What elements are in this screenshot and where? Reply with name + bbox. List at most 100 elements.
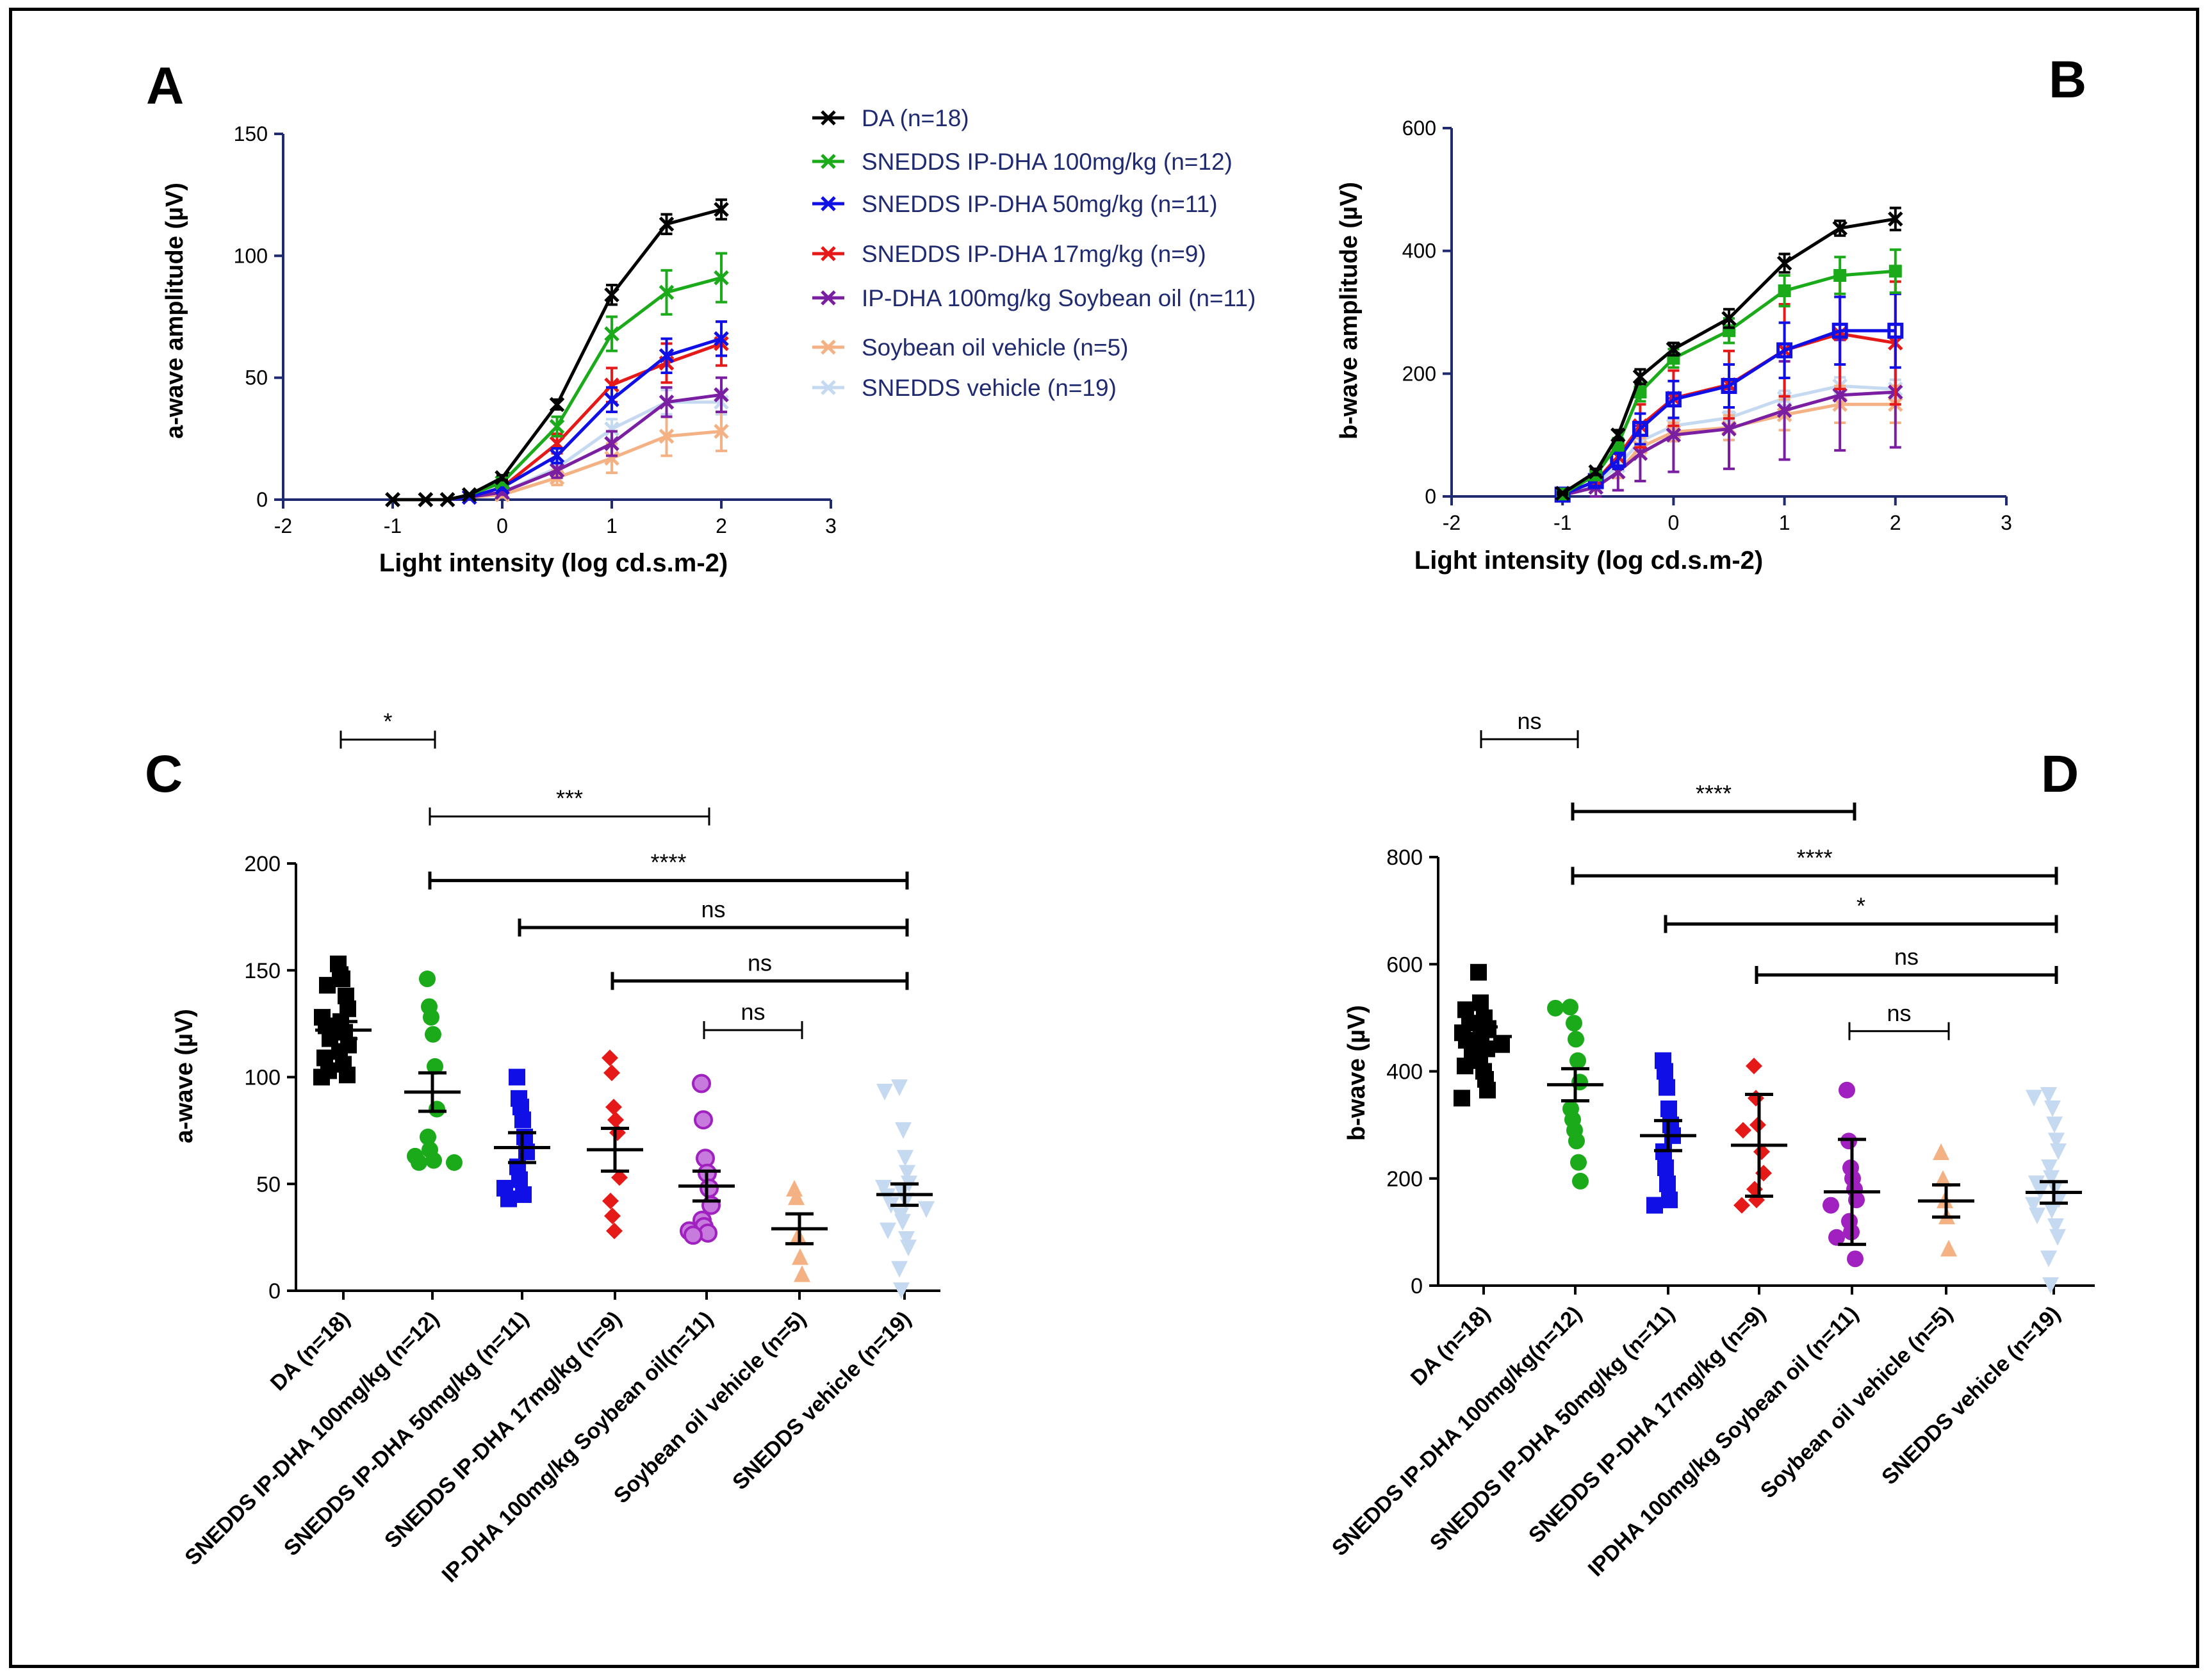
panel-a-data-point-soy_ipdha [549, 462, 565, 479]
panel-b-data-point-da [1666, 341, 1682, 357]
panel-c-sem-bar [601, 1127, 629, 1173]
panel-d-dot-ipdha50 [1657, 1063, 1673, 1080]
panel-c-dot-ipdha50 [511, 1171, 528, 1188]
panel-d-dot-soy_ipdha [1828, 1229, 1845, 1246]
legend: DA (n=18) SNEDDS IP-DHA 100mg/kg (n=12) SN… [812, 105, 1256, 401]
panel-label-b: B [2049, 51, 2086, 109]
panel-c-dot-ipdha100 [423, 1009, 439, 1026]
panel-c-significance-label: ns [701, 896, 725, 922]
panel-c-dot-snedds_vehicle [897, 1150, 913, 1167]
panel-d-dot-snedds_vehicle [2043, 1170, 2060, 1187]
panel-a-data-point-ipdha100 [549, 419, 565, 434]
panel-d-dot-ipdha17 [1735, 1122, 1751, 1139]
panel-d-dot-da [1457, 1058, 1473, 1075]
panel-b-data-point-soy_ipdha [1666, 427, 1682, 443]
panel-c-significance-bracket [610, 972, 909, 990]
panel-b-data-point-da [1832, 220, 1847, 236]
panel-c-dot-ipdha17 [606, 1222, 623, 1239]
panel-d-dot-snedds_vehicle [2044, 1202, 2060, 1219]
panel-d-dot-da [1470, 963, 1487, 981]
panel-a-data-point-da [418, 492, 434, 507]
panel-d-significance-label: **** [1796, 844, 1832, 871]
panel-b-x-tick-label: -1 [1553, 511, 1571, 534]
panel-d-sem-bar [1838, 1138, 1866, 1247]
panel-b-data-point-ipdha50 [1632, 421, 1648, 438]
panel-b-x-tick-label: 3 [2001, 511, 2012, 534]
panel-c-category-label: Soybean oil vehicle (n=5) [609, 1307, 811, 1509]
panel-c-dot-ipdha17 [603, 1064, 620, 1081]
panel-a-chart: Light intensity (log cd.s.m-2) a-wave am… [161, 122, 837, 577]
panel-c-significance-label: * [383, 708, 392, 735]
panel-d-dot-ipdha100 [1568, 1031, 1584, 1048]
panel-c-significance-bracket [518, 919, 909, 937]
panel-b-x-tick-label: 2 [1890, 511, 1901, 534]
legend-marker-ipdha17 [821, 246, 836, 261]
panel-b-data-point-ipdha50 [1887, 322, 1904, 339]
panel-c-dot-da [313, 1068, 330, 1086]
panel-d-sem-bar [1932, 1183, 1960, 1219]
panel-d-dot-soy_ipdha [1847, 1250, 1864, 1268]
panel-a-data-point-ipdha50 [714, 331, 729, 347]
panel-d-dot-snedds_vehicle [2041, 1159, 2058, 1177]
panel-d-dot-soy_ipdha [1840, 1133, 1857, 1150]
panel-d-significance-bracket [1571, 802, 1856, 821]
panel-b-data-point-soy_ipdha [1721, 421, 1737, 437]
panel-a-x-tick-label: -2 [274, 514, 292, 537]
panel-a-x-tick-label: 3 [825, 514, 837, 537]
panel-d-dot-ipdha100 [1562, 999, 1578, 1016]
panel-a-data-point-ipdha50 [549, 448, 565, 464]
panel-b-data-point-ipdha50 [1665, 391, 1682, 408]
panel-d-dot-ipdha50 [1660, 1100, 1677, 1118]
panel-d-dot-snedds_vehicle [2050, 1143, 2067, 1160]
panel-a-data-point-snedds_vehicle [604, 421, 619, 437]
panel-c-significance-bracket [703, 1021, 803, 1040]
panel-d-dot-ipdha50 [1646, 1197, 1663, 1214]
panel-a-data-point-ipdha100 [604, 326, 619, 341]
panel-a-data-point-da [714, 202, 729, 217]
panel-c-dot-ipdha17 [602, 1049, 618, 1067]
panel-a-data-point-ipdha17 [604, 377, 619, 393]
panel-d-y-tick-label: 600 [1386, 953, 1423, 977]
panel-d-dot-ipdha100 [1566, 1015, 1582, 1032]
panel-d-dot-snedds_vehicle [2048, 1133, 2065, 1150]
panel-b-data-point-ipdha50 [1610, 452, 1626, 468]
panel-d-dot-da [1479, 1081, 1496, 1099]
panel-b-error-bar-ipdha50 [1723, 363, 1735, 409]
legend-marker-da [821, 110, 836, 126]
panel-b-data-point-da [1610, 427, 1626, 443]
panel-d-dot-da [1493, 1036, 1510, 1053]
panel-d-dot-snedds_vehicle [2047, 1218, 2064, 1236]
panel-a-y-tick-label: 150 [234, 122, 268, 145]
panel-a-x-tick-label: 1 [606, 514, 618, 537]
panel-c-dot-ipdha100 [425, 1152, 442, 1169]
panel-b-data-point-soy_ipdha [1832, 388, 1847, 403]
panel-a-data-point-da [385, 492, 400, 507]
panel-label-d: D [2041, 745, 2079, 803]
panel-d-y-tick-label: 400 [1386, 1060, 1423, 1084]
panel-c-dot-ipdha100 [411, 1154, 427, 1171]
panel-d-dot-ipdha100 [1547, 999, 1564, 1017]
panel-b-y-tick-label: 600 [1402, 117, 1436, 140]
panel-d-dot-da [1472, 994, 1489, 1011]
panel-c-sem-bar [329, 1020, 357, 1040]
panel-d-dot-ipdha17 [1748, 1090, 1764, 1107]
panel-a-x-tick-label: -1 [384, 514, 402, 537]
panel-c-y-tick-label: 50 [256, 1172, 281, 1197]
panel-c-significance-label: **** [650, 849, 686, 876]
panel-d-dot-ipdha100 [1570, 1154, 1587, 1171]
panel-a-data-point-soy_ipdha [659, 394, 675, 410]
panel-d-dot-ipdha100 [1569, 1052, 1586, 1069]
panel-a-y-tick-label: 50 [245, 366, 268, 389]
panel-c-dot-ipdha100 [446, 1154, 463, 1171]
panel-b-data-point-ipdha100 [1833, 269, 1847, 282]
panel-b-data-point-ipdha100 [1778, 284, 1791, 297]
panel-d-dot-snedds_vehicle [2026, 1090, 2042, 1107]
panel-d-dot-snedds_vehicle [2040, 1087, 2057, 1104]
legend-label-soy_ipdha: IP-DHA 100mg/kg Soybean oil (n=11) [862, 285, 1256, 311]
panel-c-dot-snedds_vehicle [876, 1083, 893, 1100]
panel-d-y-tick-label: 800 [1386, 846, 1423, 870]
panel-d-dot-snedds_vehicle [2044, 1100, 2061, 1118]
panel-c-dot-snedds_vehicle [898, 1231, 915, 1248]
panel-c-dot-ipdha100 [427, 1058, 443, 1075]
panel-c-y-tick-label: 100 [244, 1066, 281, 1090]
